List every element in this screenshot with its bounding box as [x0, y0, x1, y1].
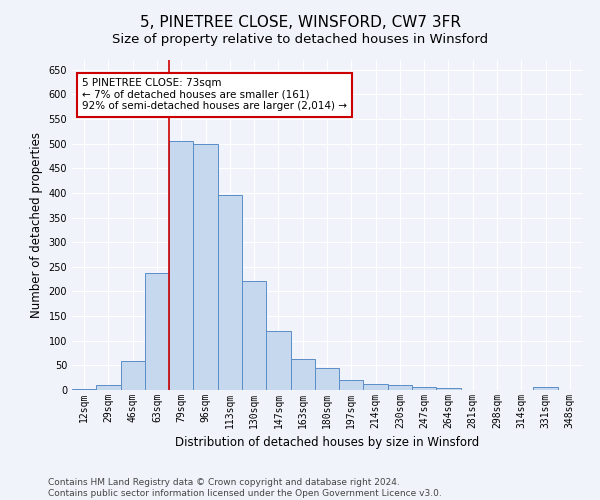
- Y-axis label: Number of detached properties: Number of detached properties: [30, 132, 43, 318]
- Bar: [388, 385, 412, 390]
- Bar: [218, 196, 242, 390]
- Bar: [169, 142, 193, 390]
- Bar: [266, 331, 290, 390]
- Bar: [315, 368, 339, 390]
- Text: Size of property relative to detached houses in Winsford: Size of property relative to detached ho…: [112, 32, 488, 46]
- Bar: [364, 384, 388, 390]
- Bar: [290, 360, 315, 390]
- Text: Contains HM Land Registry data © Crown copyright and database right 2024.
Contai: Contains HM Land Registry data © Crown c…: [48, 478, 442, 498]
- Bar: [242, 280, 266, 390]
- Bar: [121, 362, 145, 390]
- Bar: [436, 388, 461, 390]
- Bar: [339, 380, 364, 390]
- Bar: [72, 388, 96, 390]
- Bar: [96, 385, 121, 390]
- Text: 5, PINETREE CLOSE, WINSFORD, CW7 3FR: 5, PINETREE CLOSE, WINSFORD, CW7 3FR: [139, 15, 461, 30]
- X-axis label: Distribution of detached houses by size in Winsford: Distribution of detached houses by size …: [175, 436, 479, 450]
- Bar: [533, 387, 558, 390]
- Bar: [145, 274, 169, 390]
- Bar: [412, 387, 436, 390]
- Bar: [193, 144, 218, 390]
- Text: 5 PINETREE CLOSE: 73sqm
← 7% of detached houses are smaller (161)
92% of semi-de: 5 PINETREE CLOSE: 73sqm ← 7% of detached…: [82, 78, 347, 112]
